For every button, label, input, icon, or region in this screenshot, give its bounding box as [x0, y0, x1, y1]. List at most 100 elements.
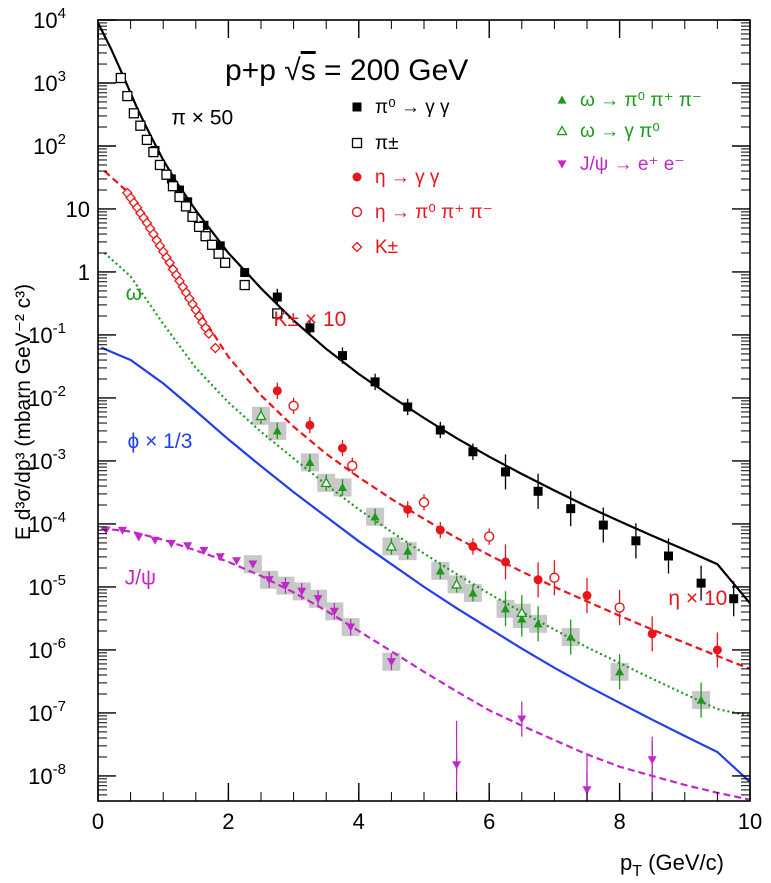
data-point [134, 533, 144, 542]
data-point [484, 531, 495, 542]
data-point [219, 257, 231, 268]
data-point [264, 576, 274, 585]
data-point [647, 629, 657, 639]
legend-marker [352, 172, 362, 182]
data-point [386, 658, 396, 667]
data-point [533, 575, 543, 585]
data-point [240, 268, 250, 278]
data-point [452, 761, 462, 770]
data-point [664, 551, 673, 561]
data-point [468, 588, 478, 597]
legend-label: η → γ γ [375, 167, 440, 188]
y-tick-label: 10-3 [28, 446, 66, 474]
y-tick-label: 10-4 [28, 509, 66, 537]
legend-label: π⁰ → γ γ [375, 97, 450, 118]
data-point [696, 695, 706, 704]
legend-marker [557, 160, 567, 169]
data-point [501, 557, 510, 567]
data-point [338, 443, 347, 453]
data-point [347, 460, 358, 471]
data-point [712, 645, 722, 655]
data-point [180, 201, 192, 212]
y-tick-label: 10-1 [28, 320, 66, 348]
legend-label: ω → γ π⁰ [580, 121, 660, 142]
data-point [305, 457, 315, 466]
data-point [313, 595, 323, 604]
chart-title: p+p √s = 200 GeV [225, 54, 468, 87]
data-point [403, 504, 413, 514]
data-point [305, 323, 315, 333]
data-point [338, 482, 347, 492]
curve-annotation: K± × 10 [273, 308, 346, 331]
data-point [128, 108, 140, 119]
legend-marker [351, 137, 363, 149]
data-point [167, 181, 179, 192]
data-point [193, 221, 205, 233]
legend-marker [556, 125, 568, 136]
data-point [320, 476, 332, 488]
y-axis-label: E d³σ/dp³ (mbarn GeV⁻² c³) [12, 284, 35, 540]
data-point [517, 715, 527, 724]
curve-annotation: η × 10 [668, 587, 727, 610]
data-point [566, 504, 576, 514]
data-point [370, 377, 380, 387]
data-point [346, 623, 356, 632]
data-point [174, 191, 185, 203]
data-point [435, 525, 445, 535]
data-point [135, 120, 146, 131]
y-tick-label: 10 [66, 197, 90, 222]
legend-marker [351, 206, 363, 218]
y-tick-label: 104 [33, 5, 66, 33]
data-point [338, 351, 347, 361]
data-point [272, 426, 282, 435]
data-point [516, 606, 528, 617]
data-point [297, 587, 307, 596]
data-point [150, 536, 160, 545]
data-point [272, 386, 282, 396]
data-point [239, 279, 250, 291]
data-point [729, 594, 739, 604]
data-point [696, 578, 706, 588]
data-point [213, 248, 224, 259]
data-point [598, 520, 608, 530]
data-point [501, 604, 510, 613]
x-tick-label: 2 [222, 809, 234, 834]
legend-label: K± [375, 237, 398, 258]
legend-label: η → π⁰ π⁺ π⁻ [375, 202, 493, 223]
data-point [582, 786, 592, 795]
data-point [614, 602, 625, 613]
data-point [187, 211, 198, 223]
x-tick-label: 6 [483, 809, 495, 834]
data-point [183, 542, 193, 551]
data-point [209, 342, 221, 354]
curve-curve [100, 346, 750, 783]
data-point [403, 546, 413, 555]
legend-label: J/ψ → e⁺ e⁻ [580, 154, 684, 175]
curve-annotation: π × 50 [171, 106, 233, 129]
x-axis-label: pT (GeV/c) [620, 850, 724, 880]
data-point [582, 591, 592, 601]
data-point [154, 159, 166, 171]
data-point [615, 667, 625, 676]
data-point [200, 231, 211, 242]
legend-marker [352, 102, 362, 112]
data-point [450, 578, 463, 589]
data-point [215, 241, 225, 251]
y-tick-label: 10-7 [28, 698, 66, 726]
data-point [141, 134, 153, 146]
y-tick-label: 102 [33, 131, 66, 159]
data-point [418, 497, 430, 508]
data-point [199, 546, 209, 555]
data-point [329, 607, 339, 616]
data-point [255, 410, 267, 421]
curve-annotation: ω [126, 282, 142, 305]
data-point [370, 512, 380, 521]
data-point [631, 536, 641, 546]
x-tick-label: 8 [613, 809, 625, 834]
x-tick-label: 10 [738, 809, 762, 834]
data-point [435, 566, 445, 575]
x-tick-label: 4 [353, 809, 365, 834]
y-tick-label: 103 [33, 68, 66, 96]
data-point [161, 169, 172, 180]
legend-marker [557, 95, 567, 104]
